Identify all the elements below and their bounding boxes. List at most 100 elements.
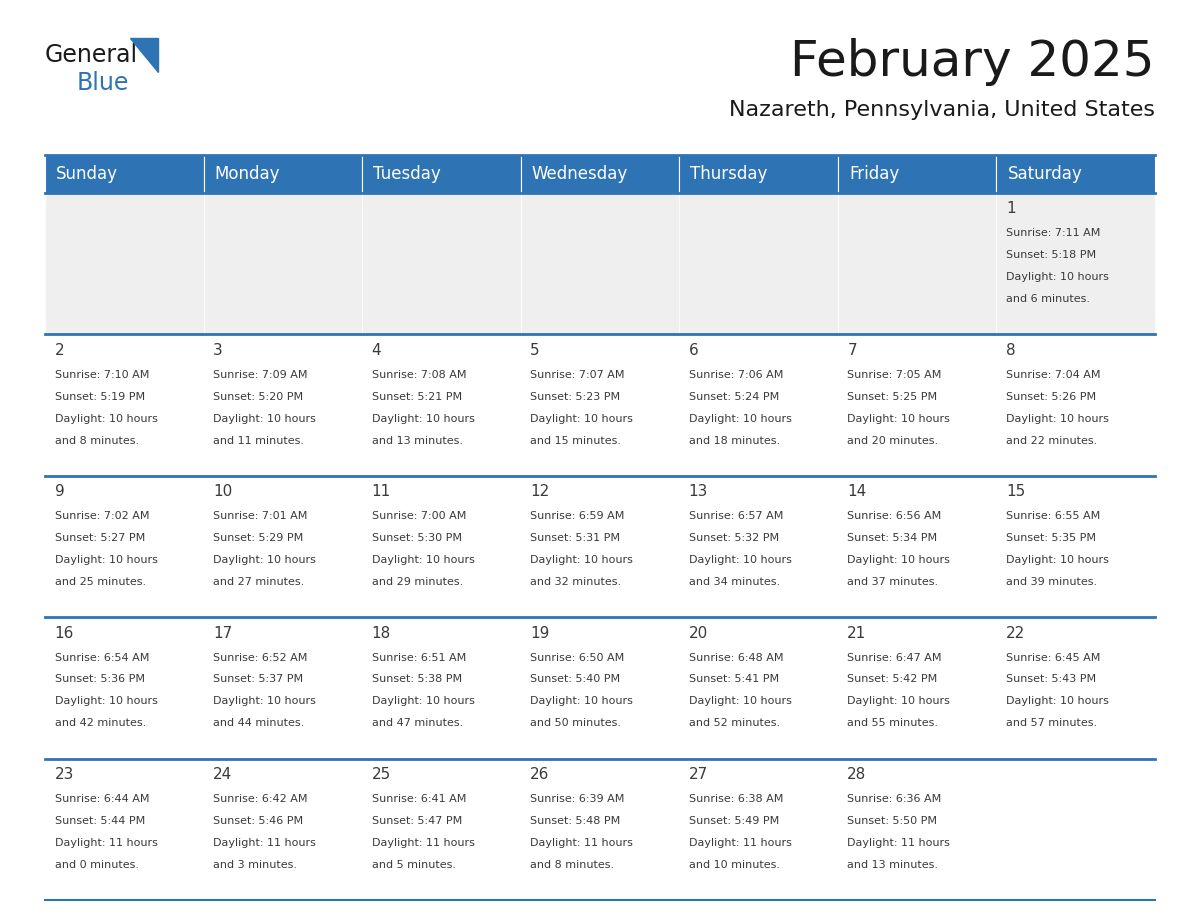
- Bar: [838, 476, 997, 617]
- Text: Daylight: 10 hours: Daylight: 10 hours: [372, 697, 474, 706]
- Bar: [838, 334, 997, 476]
- Bar: [680, 476, 838, 617]
- Text: Sunrise: 7:00 AM: Sunrise: 7:00 AM: [372, 511, 466, 521]
- Text: and 5 minutes.: and 5 minutes.: [372, 859, 456, 869]
- Text: 10: 10: [213, 485, 233, 499]
- Text: Sunrise: 6:44 AM: Sunrise: 6:44 AM: [55, 794, 148, 804]
- Text: and 39 minutes.: and 39 minutes.: [1006, 577, 1097, 587]
- Text: Daylight: 10 hours: Daylight: 10 hours: [55, 555, 157, 565]
- Bar: [362, 476, 520, 617]
- Text: 6: 6: [689, 343, 699, 358]
- Text: Sunset: 5:23 PM: Sunset: 5:23 PM: [530, 392, 620, 402]
- Bar: [680, 758, 838, 900]
- Bar: [680, 193, 838, 334]
- Bar: [838, 758, 997, 900]
- Text: Sunrise: 7:02 AM: Sunrise: 7:02 AM: [55, 511, 148, 521]
- Text: Sunrise: 6:56 AM: Sunrise: 6:56 AM: [847, 511, 942, 521]
- Bar: [203, 193, 362, 334]
- Bar: [520, 155, 680, 193]
- Text: Daylight: 10 hours: Daylight: 10 hours: [530, 555, 633, 565]
- Text: February 2025: February 2025: [790, 38, 1155, 86]
- Bar: [997, 617, 1155, 758]
- Text: Daylight: 10 hours: Daylight: 10 hours: [213, 555, 316, 565]
- Text: 1: 1: [1006, 201, 1016, 217]
- Text: Daylight: 10 hours: Daylight: 10 hours: [530, 697, 633, 706]
- Bar: [45, 155, 203, 193]
- Text: 16: 16: [55, 626, 74, 641]
- Text: Sunrise: 7:09 AM: Sunrise: 7:09 AM: [213, 370, 308, 380]
- Bar: [45, 617, 203, 758]
- Text: and 37 minutes.: and 37 minutes.: [847, 577, 939, 587]
- Text: Sunset: 5:19 PM: Sunset: 5:19 PM: [55, 392, 145, 402]
- Text: General: General: [45, 43, 138, 67]
- Text: 7: 7: [847, 343, 857, 358]
- Text: Sunset: 5:36 PM: Sunset: 5:36 PM: [55, 675, 145, 685]
- Text: and 44 minutes.: and 44 minutes.: [213, 718, 304, 728]
- Text: Daylight: 10 hours: Daylight: 10 hours: [55, 414, 157, 423]
- Text: 11: 11: [372, 485, 391, 499]
- Text: and 52 minutes.: and 52 minutes.: [689, 718, 781, 728]
- Text: Sunrise: 7:11 AM: Sunrise: 7:11 AM: [1006, 229, 1100, 239]
- Bar: [838, 155, 997, 193]
- Text: Sunrise: 6:45 AM: Sunrise: 6:45 AM: [1006, 653, 1100, 663]
- Text: Sunset: 5:38 PM: Sunset: 5:38 PM: [372, 675, 462, 685]
- Text: 22: 22: [1006, 626, 1025, 641]
- Bar: [203, 617, 362, 758]
- Text: Sunset: 5:40 PM: Sunset: 5:40 PM: [530, 675, 620, 685]
- Bar: [997, 155, 1155, 193]
- Bar: [520, 334, 680, 476]
- Text: Sunset: 5:44 PM: Sunset: 5:44 PM: [55, 816, 145, 826]
- Text: and 25 minutes.: and 25 minutes.: [55, 577, 146, 587]
- Text: Monday: Monday: [215, 165, 280, 183]
- Text: 27: 27: [689, 767, 708, 782]
- Text: 17: 17: [213, 626, 233, 641]
- Text: and 8 minutes.: and 8 minutes.: [55, 435, 139, 445]
- Bar: [362, 758, 520, 900]
- Text: Sunset: 5:37 PM: Sunset: 5:37 PM: [213, 675, 303, 685]
- Text: 13: 13: [689, 485, 708, 499]
- Text: Sunset: 5:35 PM: Sunset: 5:35 PM: [1006, 533, 1097, 543]
- Text: 28: 28: [847, 767, 866, 782]
- Text: Daylight: 10 hours: Daylight: 10 hours: [1006, 555, 1108, 565]
- Text: 25: 25: [372, 767, 391, 782]
- Text: Sunrise: 7:07 AM: Sunrise: 7:07 AM: [530, 370, 625, 380]
- Bar: [45, 193, 203, 334]
- Text: and 18 minutes.: and 18 minutes.: [689, 435, 781, 445]
- Text: 19: 19: [530, 626, 550, 641]
- Text: and 22 minutes.: and 22 minutes.: [1006, 435, 1098, 445]
- Text: 26: 26: [530, 767, 550, 782]
- Text: Daylight: 11 hours: Daylight: 11 hours: [372, 838, 474, 848]
- Text: and 50 minutes.: and 50 minutes.: [530, 718, 621, 728]
- Text: Wednesday: Wednesday: [532, 165, 628, 183]
- Text: Daylight: 10 hours: Daylight: 10 hours: [847, 414, 950, 423]
- Text: Tuesday: Tuesday: [373, 165, 441, 183]
- Text: and 0 minutes.: and 0 minutes.: [55, 859, 139, 869]
- Text: Daylight: 10 hours: Daylight: 10 hours: [689, 697, 791, 706]
- Bar: [680, 155, 838, 193]
- Text: Sunset: 5:50 PM: Sunset: 5:50 PM: [847, 816, 937, 826]
- Text: and 8 minutes.: and 8 minutes.: [530, 859, 614, 869]
- Text: Sunrise: 6:42 AM: Sunrise: 6:42 AM: [213, 794, 308, 804]
- Text: Sunset: 5:31 PM: Sunset: 5:31 PM: [530, 533, 620, 543]
- Text: Saturday: Saturday: [1007, 165, 1082, 183]
- Text: Daylight: 11 hours: Daylight: 11 hours: [847, 838, 950, 848]
- Text: 5: 5: [530, 343, 539, 358]
- Text: and 57 minutes.: and 57 minutes.: [1006, 718, 1097, 728]
- Text: Daylight: 10 hours: Daylight: 10 hours: [1006, 697, 1108, 706]
- Text: Sunday: Sunday: [56, 165, 118, 183]
- Bar: [203, 334, 362, 476]
- Text: and 32 minutes.: and 32 minutes.: [530, 577, 621, 587]
- Text: 23: 23: [55, 767, 74, 782]
- Text: 21: 21: [847, 626, 866, 641]
- Text: Sunset: 5:47 PM: Sunset: 5:47 PM: [372, 816, 462, 826]
- Text: 9: 9: [55, 485, 64, 499]
- Polygon shape: [129, 38, 158, 72]
- Text: 18: 18: [372, 626, 391, 641]
- Text: and 13 minutes.: and 13 minutes.: [847, 859, 939, 869]
- Bar: [520, 617, 680, 758]
- Text: Daylight: 10 hours: Daylight: 10 hours: [1006, 272, 1108, 282]
- Text: Sunset: 5:20 PM: Sunset: 5:20 PM: [213, 392, 303, 402]
- Text: Sunset: 5:48 PM: Sunset: 5:48 PM: [530, 816, 620, 826]
- Bar: [997, 193, 1155, 334]
- Bar: [997, 476, 1155, 617]
